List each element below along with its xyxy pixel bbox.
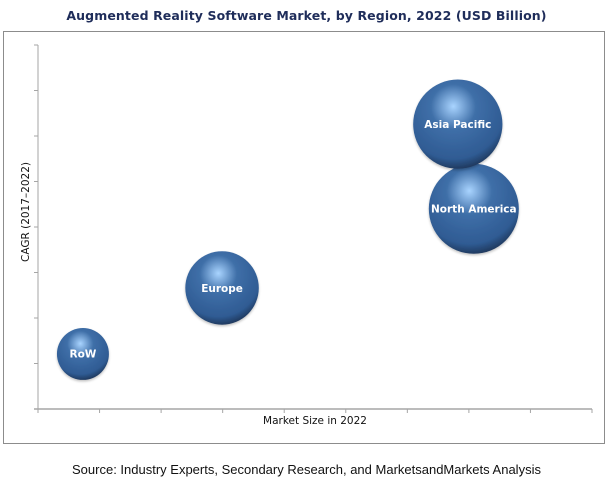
source-note: Source: Industry Experts, Secondary Rese… bbox=[72, 462, 541, 477]
bubble-north-america-circle bbox=[428, 163, 519, 254]
bubble-europe: Europe bbox=[185, 251, 259, 325]
bubble-asia-pacific: Asia Pacific bbox=[413, 79, 503, 169]
y-axis-title: CAGR (2017–2022) bbox=[20, 162, 32, 262]
chart-title: Augmented Reality Software Market, by Re… bbox=[66, 8, 547, 23]
bubble-label-row: RoW bbox=[69, 349, 96, 361]
bubbles: RoW Europe North America Asia Pacific bbox=[56, 79, 519, 380]
axes bbox=[34, 44, 593, 413]
bubble-label-europe: Europe bbox=[201, 283, 243, 295]
bubble-label-asia-pacific: Asia Pacific bbox=[424, 119, 491, 131]
bubble-asia-pacific-circle bbox=[413, 79, 503, 169]
bubble-row: RoW bbox=[56, 327, 109, 380]
bubble-europe-circle bbox=[185, 251, 259, 325]
bubble-row-circle bbox=[56, 327, 109, 380]
x-axis-title: Market Size in 2022 bbox=[263, 415, 367, 427]
bubble-north-america: North America bbox=[428, 163, 519, 254]
bubble-label-north-america: North America bbox=[431, 204, 517, 216]
chart-frame bbox=[3, 31, 605, 444]
